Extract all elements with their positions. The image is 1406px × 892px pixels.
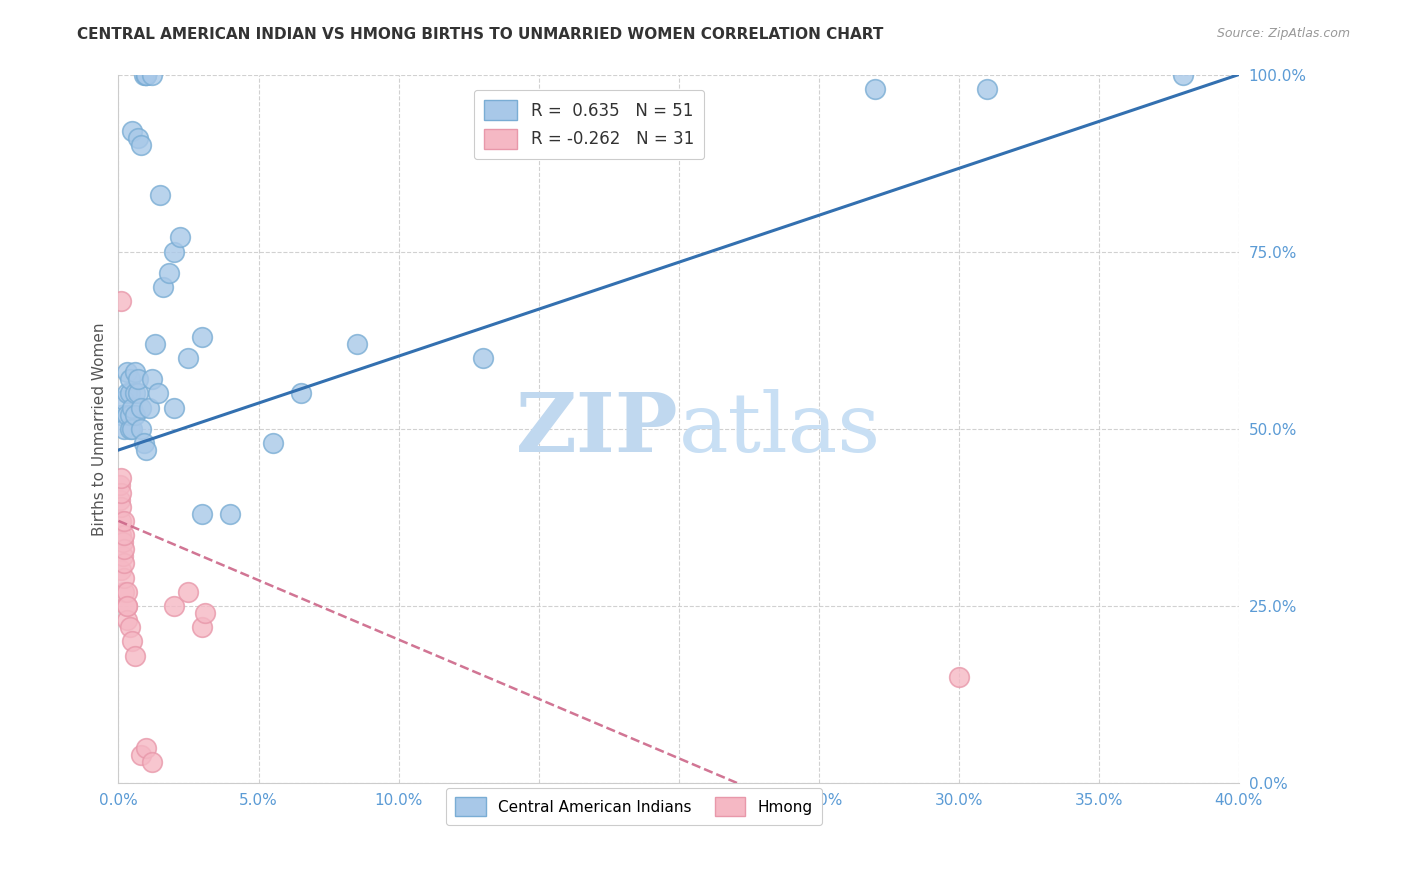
Point (127, 131, 149, 145)
Point (111, 549, 134, 564)
Point (118, 372, 141, 386)
Point (948, 670, 970, 684)
Point (110, 564, 132, 578)
Legend: Central American Indians, Hmong: Central American Indians, Hmong (446, 788, 821, 825)
Point (976, 81, 998, 95)
Point (124, 365, 146, 379)
Point (121, 401, 143, 415)
Point (135, 68, 157, 82)
Point (121, 124, 143, 138)
Point (290, 386, 312, 401)
Point (146, 386, 169, 401)
Point (135, 443, 157, 458)
Point (110, 294, 132, 309)
Point (127, 386, 149, 401)
Point (124, 648, 146, 663)
Point (191, 620, 214, 634)
Point (132, 436, 155, 450)
Point (135, 68, 157, 82)
Point (157, 266, 180, 280)
Point (115, 408, 138, 422)
Point (115, 365, 138, 379)
Point (115, 613, 138, 627)
Point (1171, 68, 1194, 82)
Text: ZIP: ZIP (516, 389, 679, 469)
Point (163, 401, 186, 415)
Point (129, 747, 152, 762)
Point (112, 542, 135, 557)
Point (112, 528, 135, 542)
Point (111, 535, 134, 549)
Point (194, 606, 217, 620)
Point (108, 492, 131, 507)
Point (110, 514, 132, 528)
Point (118, 408, 141, 422)
Point (115, 599, 138, 613)
Point (177, 584, 200, 599)
Text: atlas: atlas (679, 389, 880, 469)
Point (132, 68, 155, 82)
Point (127, 372, 149, 386)
Point (346, 336, 368, 351)
Point (152, 280, 174, 294)
Point (118, 422, 141, 436)
Point (110, 485, 132, 500)
Point (118, 386, 141, 401)
Point (219, 507, 242, 521)
Point (112, 393, 135, 408)
Point (138, 401, 160, 415)
Point (143, 336, 166, 351)
Point (112, 422, 135, 436)
Point (112, 557, 135, 571)
Point (121, 422, 143, 436)
Point (471, 351, 494, 365)
Point (110, 528, 132, 542)
Point (115, 599, 138, 613)
Point (108, 478, 131, 492)
Point (262, 436, 284, 450)
Point (163, 244, 186, 259)
Text: CENTRAL AMERICAN INDIAN VS HMONG BIRTHS TO UNMARRIED WOMEN CORRELATION CHART: CENTRAL AMERICAN INDIAN VS HMONG BIRTHS … (77, 27, 884, 42)
Point (110, 471, 132, 485)
Point (129, 401, 152, 415)
Point (115, 386, 138, 401)
Point (177, 351, 200, 365)
Point (163, 599, 186, 613)
Point (191, 329, 214, 343)
Point (124, 408, 146, 422)
Point (118, 620, 141, 634)
Point (135, 740, 157, 755)
Point (191, 507, 214, 521)
Point (115, 584, 138, 599)
Point (863, 81, 886, 95)
Point (110, 408, 132, 422)
Point (112, 514, 135, 528)
Point (129, 422, 152, 436)
Point (112, 570, 135, 584)
Point (121, 634, 143, 648)
Point (169, 230, 191, 244)
Point (149, 188, 172, 202)
Y-axis label: Births to Unmarried Women: Births to Unmarried Women (93, 322, 107, 535)
Point (141, 755, 163, 769)
Point (141, 68, 163, 82)
Point (112, 584, 135, 599)
Point (110, 500, 132, 514)
Point (124, 386, 146, 401)
Point (129, 138, 152, 153)
Point (141, 372, 163, 386)
Text: Source: ZipAtlas.com: Source: ZipAtlas.com (1216, 27, 1350, 40)
Point (135, 68, 157, 82)
